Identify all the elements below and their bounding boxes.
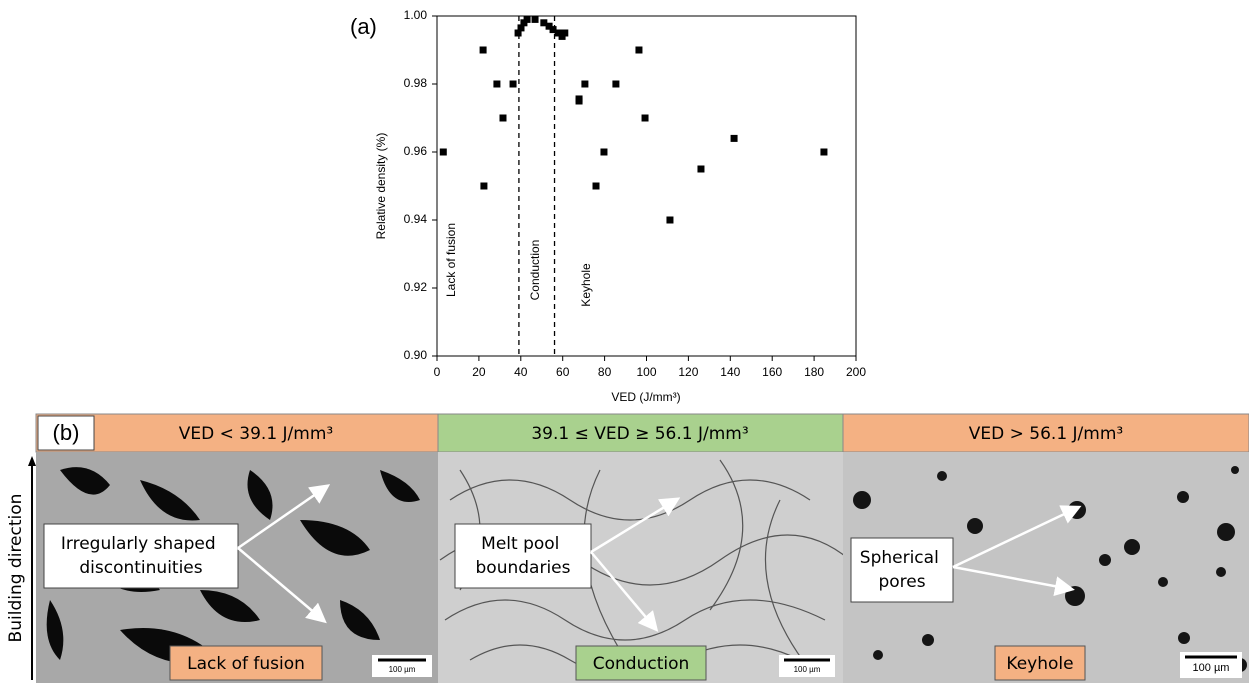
region-label: Keyhole (579, 263, 593, 307)
point (600, 149, 607, 156)
x-tick-label: 120 (678, 365, 698, 379)
callout-line: pores (878, 572, 925, 592)
point (561, 30, 568, 37)
x-tick-label: 200 (846, 365, 866, 379)
y-tick-label: 0.96 (404, 144, 428, 158)
x-tick-label: 160 (762, 365, 782, 379)
y-tick-label: 1.00 (404, 8, 428, 22)
x-tick-label: 180 (804, 365, 824, 379)
footer: Keyhole (1006, 654, 1073, 674)
point (524, 16, 531, 23)
callout-line: Melt pool (481, 534, 559, 554)
region-label: Conduction (528, 240, 542, 301)
callout-line: Irregularly shaped (61, 534, 216, 554)
figure: (a) VED (J/mm³) Relative density (%) Lac… (0, 0, 1249, 683)
point (499, 115, 506, 122)
point (635, 47, 642, 54)
point (581, 81, 588, 88)
callout-line: Spherical (860, 548, 939, 568)
point (493, 81, 500, 88)
y-tick-label: 0.92 (404, 280, 428, 294)
callout-line: discontinuities (79, 558, 202, 578)
x-tick-label: 80 (598, 365, 612, 379)
x-tick-label: 40 (514, 365, 528, 379)
point (480, 47, 487, 54)
panel-b: Building direction (b) VED < 39.1 J/mm³ … (0, 414, 1249, 683)
point (820, 149, 827, 156)
footer: Conduction (593, 654, 690, 674)
scale-label: 100 µm (794, 665, 821, 674)
x-tick-label: 60 (556, 365, 570, 379)
point (532, 16, 539, 23)
point (731, 135, 738, 142)
panel-label: (b) (53, 420, 80, 445)
point (440, 149, 447, 156)
y-axis-label: Relative density (%) (374, 133, 388, 240)
header: VED < 39.1 J/mm³ (179, 424, 333, 444)
header: VED > 56.1 J/mm³ (969, 424, 1123, 444)
point (642, 115, 649, 122)
point (697, 166, 704, 173)
y-tick-label: 0.94 (404, 212, 428, 226)
header: 39.1 ≤ VED ≥ 56.1 J/mm³ (531, 424, 748, 444)
x-axis-label: VED (J/mm³) (611, 390, 680, 404)
panel-label: (a) (350, 14, 377, 39)
x-tick-label: 100 (636, 365, 656, 379)
point (666, 217, 673, 224)
callout-line: boundaries (476, 558, 571, 578)
x-tick-label: 20 (472, 365, 486, 379)
point (510, 81, 517, 88)
region-label: Lack of fusion (444, 223, 458, 297)
scale-label: 100 µm (389, 665, 416, 674)
y-tick-label: 0.90 (404, 348, 428, 362)
point (480, 183, 487, 190)
x-tick-label: 140 (720, 365, 740, 379)
direction-label: Building direction (6, 494, 26, 643)
point (576, 98, 583, 105)
x-tick-label: 0 (434, 365, 441, 379)
scale-label: 100 µm (1193, 662, 1230, 674)
y-tick-label: 0.98 (404, 76, 428, 90)
point (612, 81, 619, 88)
footer: Lack of fusion (187, 654, 305, 674)
point (593, 183, 600, 190)
plot-frame (437, 16, 856, 356)
